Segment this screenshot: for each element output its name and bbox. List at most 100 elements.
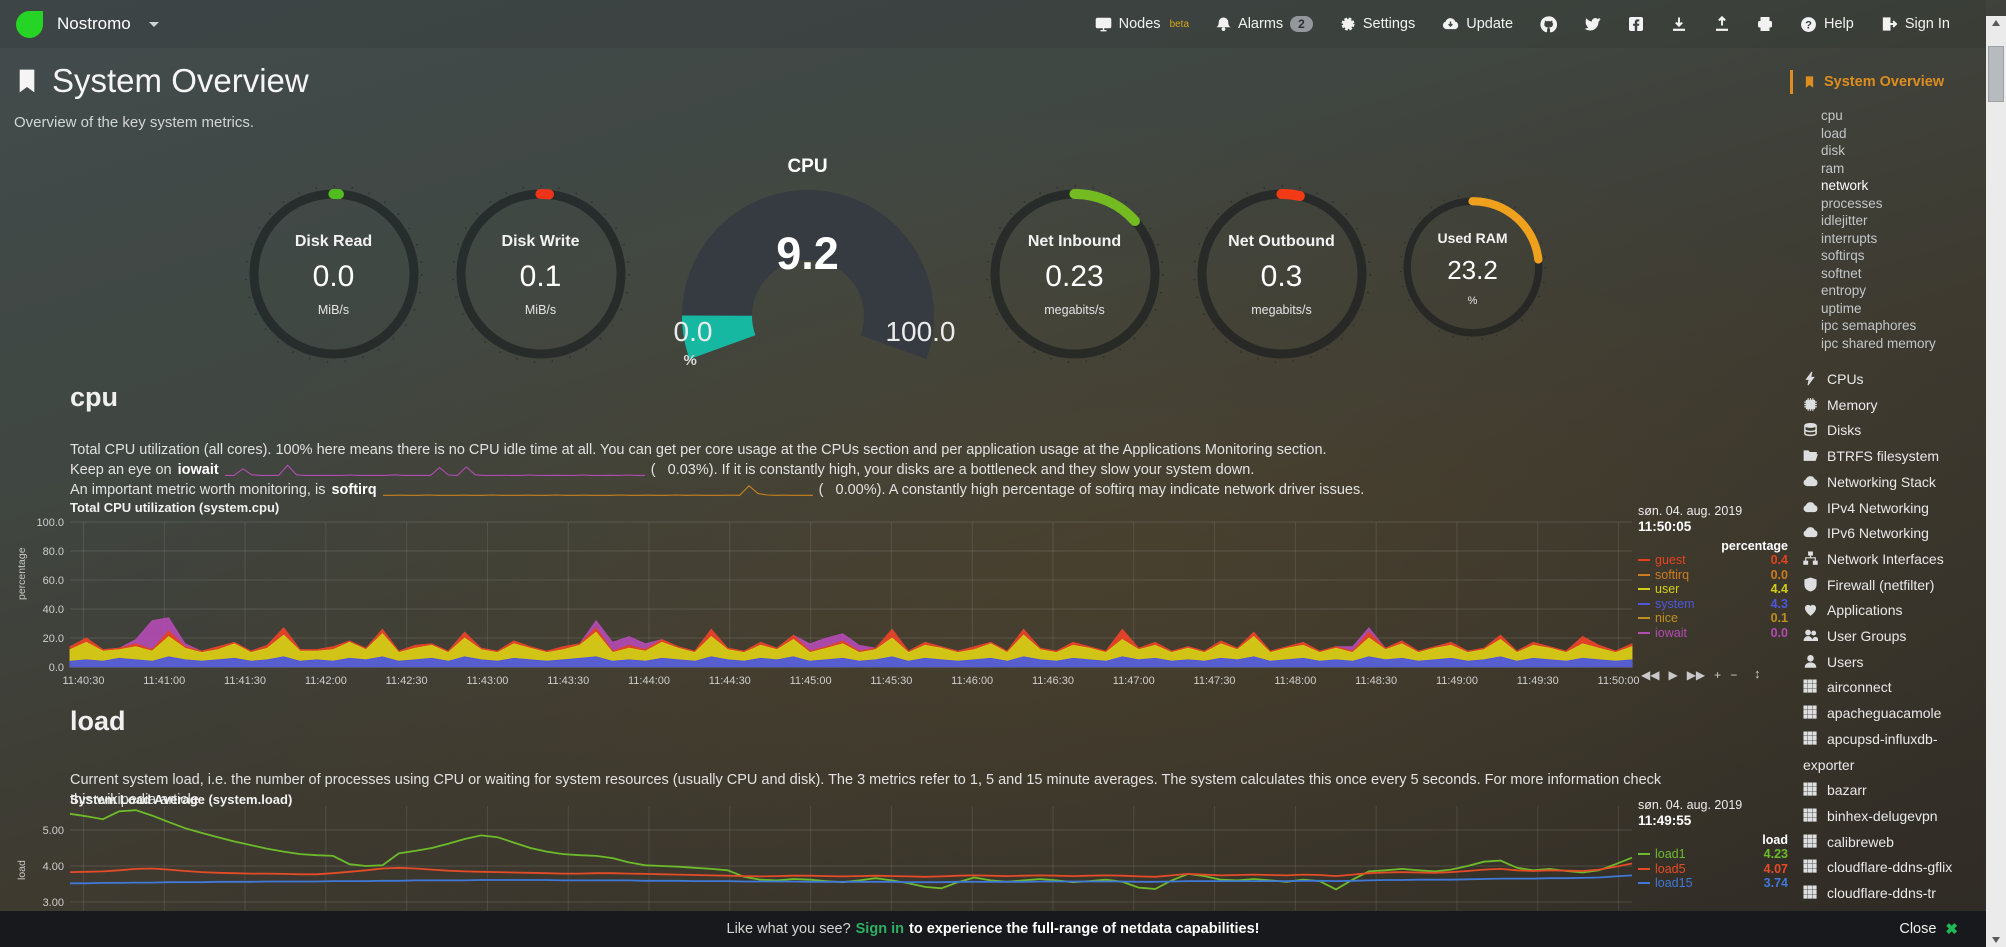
export-button[interactable] xyxy=(1714,16,1730,32)
cpu-gauge[interactable]: CPU 9.2 0.0 100.0 % xyxy=(673,156,956,369)
sidebar-section-item[interactable]: cloudflare-ddns-gflix xyxy=(1803,855,1986,881)
disk-write-gauge[interactable]: Disk Write 0.1 MiB/s xyxy=(451,184,631,364)
sidebar-subitem[interactable]: softirqs xyxy=(1821,248,1865,263)
legend-row[interactable]: nice 0.1 xyxy=(1638,611,1788,626)
sidebar-section-item[interactable]: Applications xyxy=(1803,598,1986,624)
net-inbound-gauge[interactable]: Net Inbound 0.23 megabits/s xyxy=(985,184,1165,364)
github-button[interactable] xyxy=(1540,15,1558,33)
sidebar-section-item[interactable]: binhex-delugevpn xyxy=(1803,804,1986,830)
signin-button[interactable]: Sign In xyxy=(1881,16,1950,32)
legend-row[interactable]: load5 4.07 xyxy=(1638,862,1788,877)
svg-text:11:46:00: 11:46:00 xyxy=(951,675,993,687)
softirq-sparkline xyxy=(382,485,813,496)
sidebar-subitem[interactable]: load xyxy=(1821,125,1847,141)
sidebar-item-system-overview[interactable]: System Overview xyxy=(1790,70,1986,94)
sidebar-subitem[interactable]: cpu xyxy=(1821,108,1843,123)
legend-row[interactable]: system 4.3 xyxy=(1638,597,1788,612)
sidebar-section-item[interactable]: apacheguacamole xyxy=(1803,701,1986,727)
sidebar-section-item[interactable]: airconnect xyxy=(1803,675,1986,701)
settings-button[interactable]: Settings xyxy=(1340,16,1415,32)
alarms-button[interactable]: Alarms 2 xyxy=(1216,16,1313,32)
help-button[interactable]: ? Help xyxy=(1800,16,1854,33)
github-icon xyxy=(1540,15,1558,32)
host-selector[interactable]: Nostromo xyxy=(16,10,159,38)
nodes-button[interactable]: Nodes beta xyxy=(1095,16,1189,32)
legend-row[interactable]: softirq 0.0 xyxy=(1638,568,1788,583)
sidebar-subitem[interactable]: interrupts xyxy=(1821,230,1878,246)
sidebar-section-item[interactable]: Network Interfaces xyxy=(1803,547,1986,573)
twitter-button[interactable] xyxy=(1584,17,1601,32)
close-icon: ✖ xyxy=(1945,921,1958,938)
navbar-menu: Nodes beta Alarms 2 Settings Update xyxy=(1095,0,1950,48)
svg-text:11:46:30: 11:46:30 xyxy=(1032,675,1074,687)
chart-nav-button[interactable]: − xyxy=(1730,668,1738,682)
sidebar-subitem[interactable]: entropy xyxy=(1821,283,1867,298)
facebook-button[interactable] xyxy=(1628,16,1644,32)
scrollbar-up-arrow-icon[interactable] xyxy=(1986,16,2006,30)
sidebar-section-item[interactable]: calibreweb xyxy=(1803,830,1986,856)
import-button[interactable] xyxy=(1671,16,1687,32)
sidebar-section-item[interactable]: IPv6 Networking xyxy=(1803,521,1986,547)
legend-row[interactable]: load15 3.74 xyxy=(1638,876,1788,891)
close-banner-button[interactable]: Close ✖ xyxy=(1899,921,1958,938)
sidebar-subitem[interactable]: ipc semaphores xyxy=(1821,318,1917,333)
sidebar-subitem[interactable]: processes xyxy=(1821,195,1883,211)
sidebar-subitem[interactable]: disk xyxy=(1821,143,1846,158)
sidebar-section-item[interactable]: BTRFS filesystem xyxy=(1803,444,1986,470)
chart-nav-button[interactable]: ▶▶ xyxy=(1686,668,1706,682)
download-icon xyxy=(1673,17,1686,31)
legend-row[interactable]: iowait 0.0 xyxy=(1638,626,1788,641)
scrollbar-down-arrow-icon[interactable] xyxy=(1986,933,2006,947)
sidebar-section-item[interactable]: IPv4 Networking xyxy=(1803,496,1986,522)
hostname[interactable]: Nostromo xyxy=(57,14,131,33)
facebook-icon xyxy=(1629,17,1644,31)
update-button[interactable]: Update xyxy=(1442,16,1513,32)
legend-row[interactable]: guest 0.4 xyxy=(1638,553,1788,568)
chart-nav-button[interactable]: + xyxy=(1714,668,1722,682)
section-icon xyxy=(1803,859,1818,874)
scrollbar-thumb[interactable] xyxy=(1988,46,2004,102)
svg-text:11:47:30: 11:47:30 xyxy=(1194,675,1236,687)
section-icon xyxy=(1803,422,1818,437)
page-subtitle: Overview of the key system metrics. xyxy=(14,114,255,131)
help-icon: ? xyxy=(1801,16,1816,32)
signin-link[interactable]: Sign in xyxy=(855,921,904,937)
cpu-chart[interactable]: 100.0 80.0 60.0 40.0 20.0 0.011:40:30 11:41:00… xyxy=(0,512,1790,688)
legend-row[interactable]: load1 4.23 xyxy=(1638,847,1788,862)
twitter-icon xyxy=(1585,17,1601,31)
sidebar-subitem[interactable]: idlejitter xyxy=(1821,213,1868,228)
used-ram-gauge[interactable]: Used RAM 23.2% xyxy=(1399,193,1547,341)
sidebar-section-item[interactable]: Disks xyxy=(1803,418,1986,444)
chart-nav-button[interactable]: ▶ xyxy=(1668,668,1678,682)
sidebar-section-item[interactable]: Firewall (netfilter) xyxy=(1803,573,1986,599)
sidebar-subitem[interactable]: ram xyxy=(1821,160,1845,176)
sidebar-section-item[interactable]: bazarr xyxy=(1803,778,1986,804)
section-icon xyxy=(1803,834,1818,849)
svg-text:11:49:30: 11:49:30 xyxy=(1517,675,1559,687)
section-icon xyxy=(1803,474,1818,489)
section-icon xyxy=(1803,525,1818,540)
chart-nav-button[interactable]: ◀◀ xyxy=(1641,668,1660,682)
cloud-download-icon xyxy=(1443,18,1459,30)
sidebar-section-item[interactable]: Networking Stack xyxy=(1803,470,1986,496)
sidebar-section-item[interactable]: cloudflare-ddns-tr xyxy=(1803,881,1986,907)
sidebar-section-item[interactable]: User Groups xyxy=(1803,624,1986,650)
sidebar-section-item[interactable]: apcupsd-influxdb-exporter xyxy=(1803,730,1938,773)
netdata-logo-icon xyxy=(16,10,43,38)
net-outbound-gauge[interactable]: Net Outbound 0.3 megabits/s xyxy=(1192,184,1372,364)
load-chart-legend: søn. 04. aug. 2019 11:49:55 load load1 4… xyxy=(1638,798,1788,891)
sidebar-subitem[interactable]: ipc shared memory xyxy=(1821,335,1936,351)
sidebar-subitems: cpu load disk ram network processes idlejitter… xyxy=(1790,107,1986,352)
chart-resize-icon[interactable]: ↕ xyxy=(1754,666,1761,681)
sidebar-subitem[interactable]: softnet xyxy=(1821,265,1862,281)
sidebar-subitem[interactable]: network xyxy=(1821,178,1869,193)
sidebar-section-item[interactable]: CPUs xyxy=(1803,367,1986,393)
section-icon xyxy=(1803,782,1818,797)
legend-row[interactable]: user 4.4 xyxy=(1638,582,1788,597)
sidebar-section-item[interactable]: Users xyxy=(1803,650,1986,676)
disk-read-gauge[interactable]: Disk Read 0.0 MiB/s xyxy=(244,184,424,364)
sidebar-subitem[interactable]: uptime xyxy=(1821,300,1862,316)
sidebar-section-item[interactable]: Memory xyxy=(1803,393,1986,419)
page-scrollbar[interactable] xyxy=(1986,16,2006,947)
print-button[interactable] xyxy=(1757,16,1773,32)
